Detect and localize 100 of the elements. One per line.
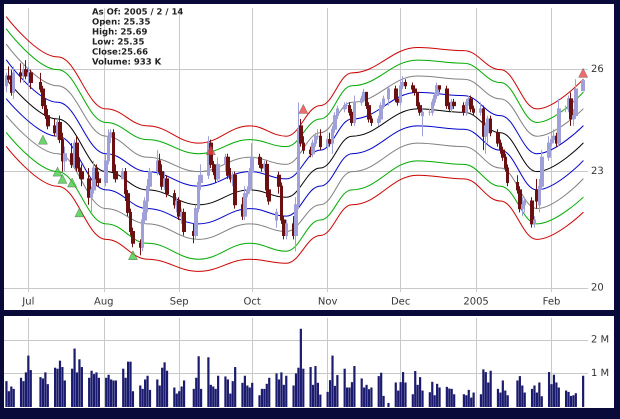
bar [574, 393, 577, 407]
y-tick-label: 1 M [591, 368, 610, 379]
bar [431, 382, 434, 407]
bar [173, 388, 176, 407]
bar [490, 370, 492, 407]
candlestick [523, 196, 526, 213]
candlestick [112, 128, 115, 180]
bar [572, 395, 574, 407]
bar [344, 368, 346, 407]
bar [212, 386, 214, 407]
candlestick [353, 95, 356, 126]
point [38, 134, 48, 144]
bar [105, 378, 108, 407]
bar [380, 372, 382, 407]
candlestick [63, 146, 67, 172]
candlestick [328, 132, 332, 148]
bar [468, 390, 470, 407]
bar [12, 388, 15, 407]
bar [496, 388, 500, 407]
bar [419, 377, 422, 407]
bar [280, 372, 282, 407]
annotation: Open: 25.35 [92, 18, 150, 28]
line-series [6, 146, 584, 272]
bar [198, 356, 200, 407]
candlestick [399, 78, 402, 106]
candlestick [22, 62, 25, 84]
candlestick [173, 189, 176, 210]
candlestick [5, 72, 8, 93]
candlestick [224, 153, 227, 172]
candlestick [569, 92, 573, 126]
bar [164, 362, 166, 407]
bar [129, 362, 132, 407]
bar [552, 374, 556, 407]
point [67, 178, 77, 188]
y-tick-label: 20 [591, 282, 604, 294]
y-tick-label: 23 [591, 166, 604, 178]
y-tick-label: 2 M [591, 334, 610, 346]
bar [365, 384, 368, 407]
point [128, 250, 138, 260]
bar [530, 388, 534, 407]
candlestick [438, 85, 441, 93]
bar [310, 367, 312, 407]
bar [20, 378, 22, 407]
bar [414, 371, 416, 407]
bar [112, 380, 115, 407]
bar [394, 382, 397, 407]
bar [331, 356, 334, 407]
bar [217, 376, 220, 407]
bar [516, 380, 519, 407]
bar [244, 376, 246, 407]
candlestick [177, 196, 181, 220]
line-series [6, 28, 584, 154]
candlestick [233, 171, 237, 210]
bar [360, 378, 363, 407]
bar [570, 396, 572, 407]
annotation: Close:25.66 [92, 48, 148, 58]
candlestick [87, 167, 91, 206]
bar [402, 372, 404, 407]
bar [482, 369, 484, 407]
point [578, 68, 588, 78]
bar [127, 362, 130, 407]
bar [58, 360, 62, 407]
bar [565, 390, 568, 407]
bar [450, 388, 453, 407]
bar [484, 372, 487, 407]
bar [353, 366, 356, 407]
candlestick [521, 196, 524, 217]
candlestick [263, 160, 266, 172]
line-series [6, 44, 584, 172]
candlestick [326, 136, 329, 151]
bar [139, 386, 142, 407]
candlestick [421, 108, 424, 137]
bar [472, 392, 475, 407]
annotation: High: 25.69 [92, 28, 148, 38]
bar [110, 379, 112, 407]
bar [446, 386, 448, 407]
bar [156, 379, 158, 407]
candlestick [319, 128, 322, 151]
bar [73, 348, 76, 407]
bar [368, 389, 370, 407]
line-series [6, 16, 584, 144]
candlestick [180, 208, 183, 224]
candlestick [19, 62, 23, 84]
bar [251, 382, 254, 407]
bar [260, 388, 264, 407]
candlestick [445, 85, 449, 110]
bar [378, 376, 380, 407]
bar [207, 357, 210, 407]
x-tick-label: Jul [21, 296, 34, 308]
bar [182, 380, 186, 407]
x-tick-label: Dec [390, 296, 410, 308]
candlestick [343, 102, 346, 113]
point [206, 145, 216, 155]
x-tick-label: Oct [244, 296, 261, 308]
line-series [6, 98, 584, 224]
bar [108, 374, 110, 407]
candlestick [139, 238, 142, 256]
bar [78, 359, 81, 407]
x-tick-label: Sep [170, 296, 189, 308]
line-series [6, 115, 584, 240]
